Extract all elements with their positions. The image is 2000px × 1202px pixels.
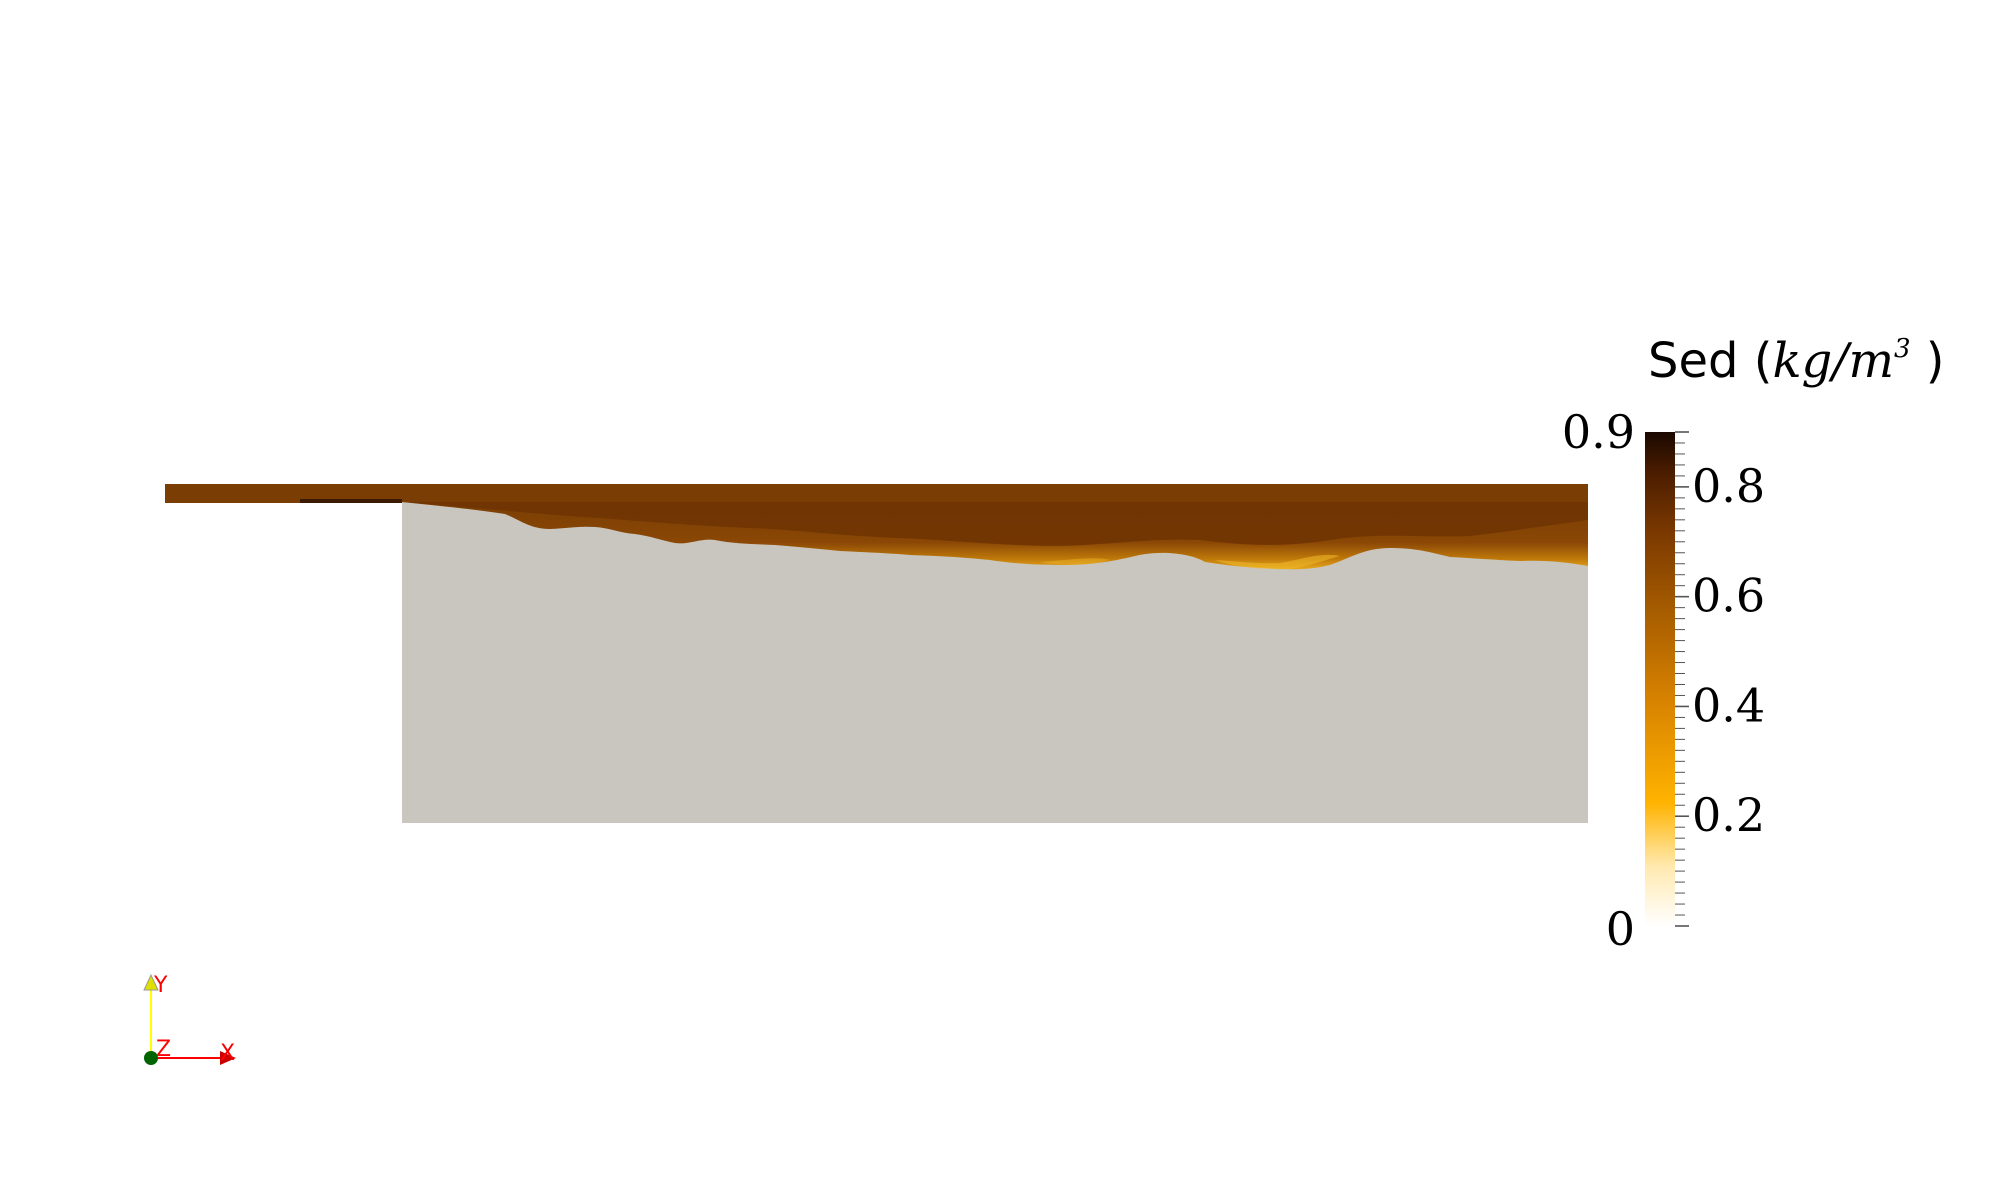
colorbar-tick-labels: 0.8 0.6 0.4 0.2 — [1692, 459, 1765, 842]
current-fringe-2 — [1040, 558, 1110, 565]
current-top-layer — [402, 484, 1588, 502]
x-axis-label: X — [220, 1041, 235, 1066]
colorbar-title-close: ) — [1911, 333, 1945, 389]
y-axis-label: Y — [153, 973, 168, 998]
colorbar-tick-label: 0.4 — [1692, 678, 1765, 732]
current-core — [402, 502, 1588, 546]
current-fringe — [1215, 554, 1340, 570]
z-axis-dot-icon — [144, 1051, 158, 1065]
colorbar-title: Sed (kg/m3 ) — [1648, 333, 1944, 389]
colorbar-tick-label: 0.8 — [1692, 459, 1765, 513]
colorbar-title-exp: 3 — [1894, 334, 1911, 364]
inlet-channel — [165, 484, 402, 503]
colorbar-gradient — [1645, 432, 1675, 926]
x-axis-arrow-icon — [220, 1051, 236, 1065]
z-axis-label: Z — [156, 1037, 171, 1062]
colorbar-title-text: Sed ( — [1648, 333, 1772, 389]
colorbar-max-label: 0.9 — [1562, 405, 1635, 459]
colorbar-tick-label: 0.2 — [1692, 788, 1765, 842]
y-axis-arrow-icon — [143, 973, 159, 991]
colorbar-title-math: kg/m — [1772, 333, 1894, 389]
colorbar-minor-ticks — [1675, 431, 1689, 927]
colorbar-tick-label: 0.6 — [1692, 569, 1765, 623]
inlet-dark-edge — [300, 499, 402, 503]
colorbar-min-label: 0 — [1606, 902, 1635, 956]
orientation-axes: Y Z X — [143, 973, 236, 1066]
